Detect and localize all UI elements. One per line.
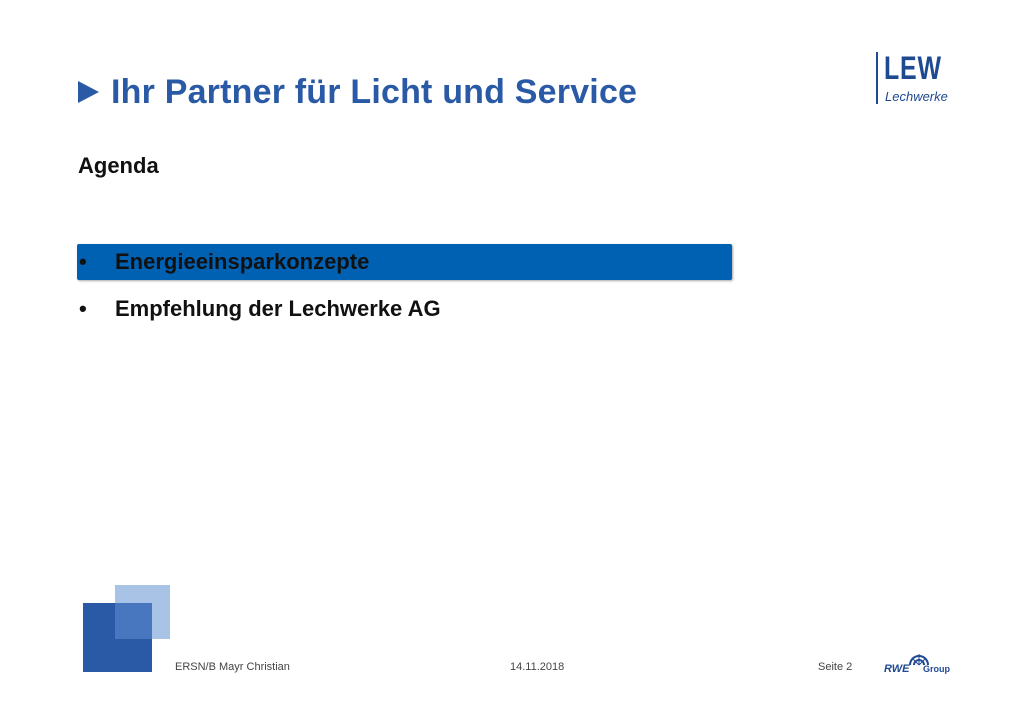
rwe-group-label: Group [923, 664, 950, 674]
agenda-item-label: Empfehlung der Lechwerke AG [115, 296, 441, 321]
logo-subtitle: Lechwerke [885, 89, 948, 104]
agenda-item[interactable]: • Empfehlung der Lechwerke AG [77, 291, 441, 327]
lew-logo: LEW Lechwerke [873, 50, 953, 108]
agenda-item-active[interactable]: • Energieeinsparkonzepte [77, 244, 732, 280]
decorative-square-overlap [115, 603, 152, 639]
bullet-icon: • [79, 296, 87, 321]
rwe-group-logo: RWE Group [884, 652, 952, 676]
footer-date: 14.11.2018 [510, 661, 565, 673]
footer-page-number: Seite 2 [818, 661, 853, 673]
bullet-icon: • [79, 249, 87, 274]
agenda-item-label: Energieeinsparkonzepte [115, 249, 370, 274]
logo-divider [876, 52, 878, 104]
slide-title-text: Ihr Partner für Licht und Service [111, 72, 638, 111]
footer-author: ERSN/B Mayr Christian [175, 661, 290, 673]
logo-wordmark: LEW [884, 50, 942, 86]
play-triangle-icon [78, 81, 99, 103]
rwe-wordmark: RWE [884, 663, 910, 675]
agenda-heading: Agenda [78, 153, 159, 178]
rwe-dome-icon [909, 654, 929, 666]
slide-title: Ihr Partner für Licht und Service [78, 70, 637, 114]
